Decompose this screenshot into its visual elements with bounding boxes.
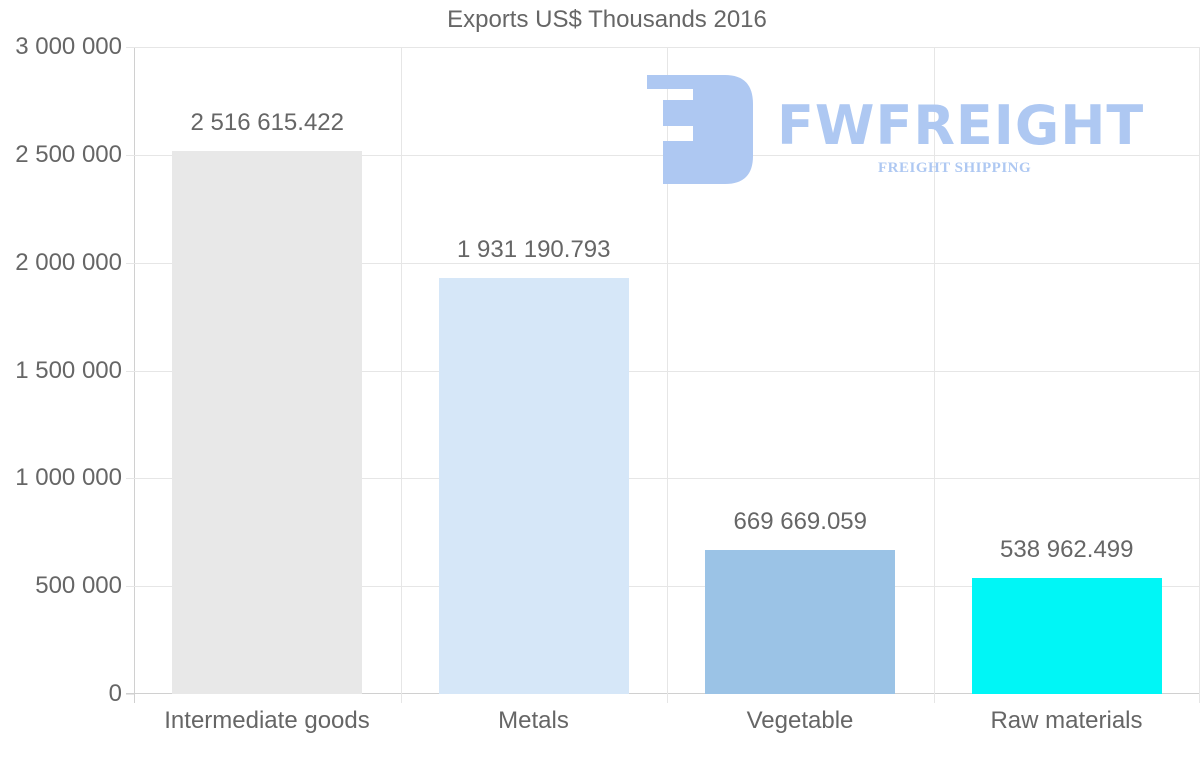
y-tick-mark (126, 694, 134, 695)
bar-value-label: 669 669.059 (733, 507, 867, 535)
x-tick-label: Vegetable (746, 707, 854, 734)
x-tick-label: Intermediate goods (164, 707, 370, 734)
y-tick-label: 0 (108, 680, 122, 707)
bar-raw-materials[interactable] (971, 577, 1162, 694)
bar-value-label: 1 931 190.793 (457, 235, 611, 263)
bar-intermediate-goods[interactable] (172, 151, 363, 694)
y-tick-mark (126, 47, 134, 48)
bar-value-label: 538 962.499 (1000, 535, 1134, 563)
v-gridline (933, 47, 935, 703)
y-tick-label: 2 000 000 (15, 248, 122, 276)
bar-metals[interactable] (438, 277, 629, 694)
v-gridline (667, 47, 668, 703)
plot-area: 2 516 615.422 1 931 190.793 669 669.059 538… (126, 47, 1200, 703)
fwfreight-logo-icon (647, 75, 753, 184)
y-tick-label: 2 500 000 (15, 140, 122, 168)
y-tick-mark (126, 262, 134, 264)
y-tick-mark (126, 586, 134, 588)
x-axis-line (126, 693, 1200, 694)
y-tick-mark (126, 478, 134, 480)
y-tick-label: 3 000 000 (15, 33, 122, 60)
x-tick-label: Raw materials (990, 707, 1143, 734)
v-gridline (400, 47, 402, 703)
chart-title: Exports US$ Thousands 2016 (447, 6, 767, 33)
watermark-tagline: FREIGHT SHIPPING (878, 160, 1032, 176)
x-tick-label: Metals (498, 707, 569, 734)
bar-value-label: 2 516 615.422 (190, 109, 344, 137)
y-tick-label: 500 000 (35, 572, 122, 600)
watermark-brand: FWFREIGHT (777, 94, 1145, 157)
fwfreight-watermark: FWFREIGHT FREIGHT SHIPPING (645, 72, 1155, 192)
y-axis-line (134, 47, 135, 703)
y-tick-label: 1 500 000 (15, 356, 122, 384)
y-tick-label: 1 000 000 (15, 464, 122, 492)
bar-vegetable[interactable] (705, 549, 896, 694)
y-tick-mark (126, 370, 134, 372)
y-tick-mark (126, 154, 134, 156)
